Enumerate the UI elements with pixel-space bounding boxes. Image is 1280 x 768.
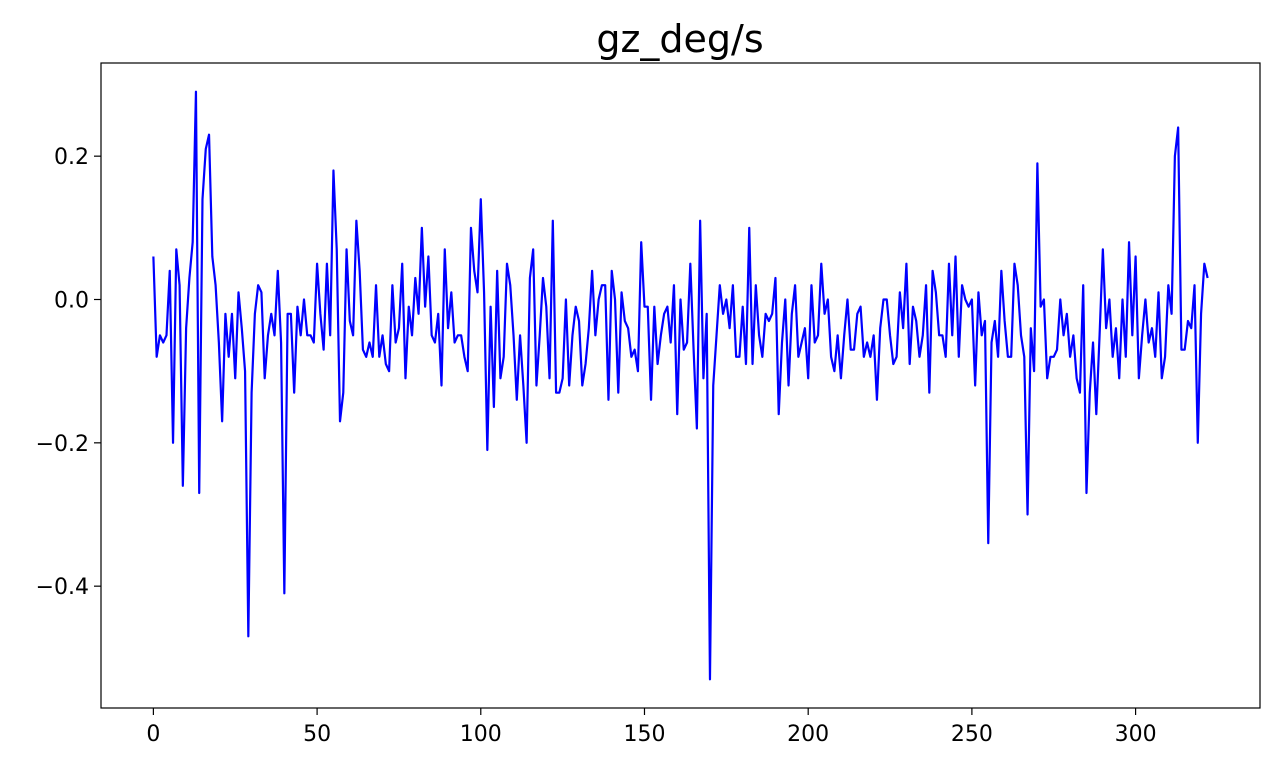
x-tick-label: 150 [623,722,665,747]
x-tick-label: 100 [460,722,502,747]
y-axis-ticks: −0.4 −0.2 0.0 0.2 [36,145,101,600]
x-tick-label: 50 [303,722,331,747]
x-tick-label: 300 [1115,722,1157,747]
x-tick-label: 200 [787,722,829,747]
series-layer [152,90,1209,681]
x-tick-label: 250 [951,722,993,747]
x-axis-ticks: 0 50 100 150 200 250 300 [146,708,1157,747]
y-tick-label: −0.4 [36,575,89,600]
chart-title: gz_deg/s [596,17,763,61]
y-tick-label: 0.0 [54,289,89,314]
series-line-0 [152,90,1209,681]
x-tick-label: 0 [146,722,160,747]
y-tick-label: −0.2 [36,432,89,457]
y-tick-label: 0.2 [54,145,89,170]
plot-area-frame [100,62,1261,709]
